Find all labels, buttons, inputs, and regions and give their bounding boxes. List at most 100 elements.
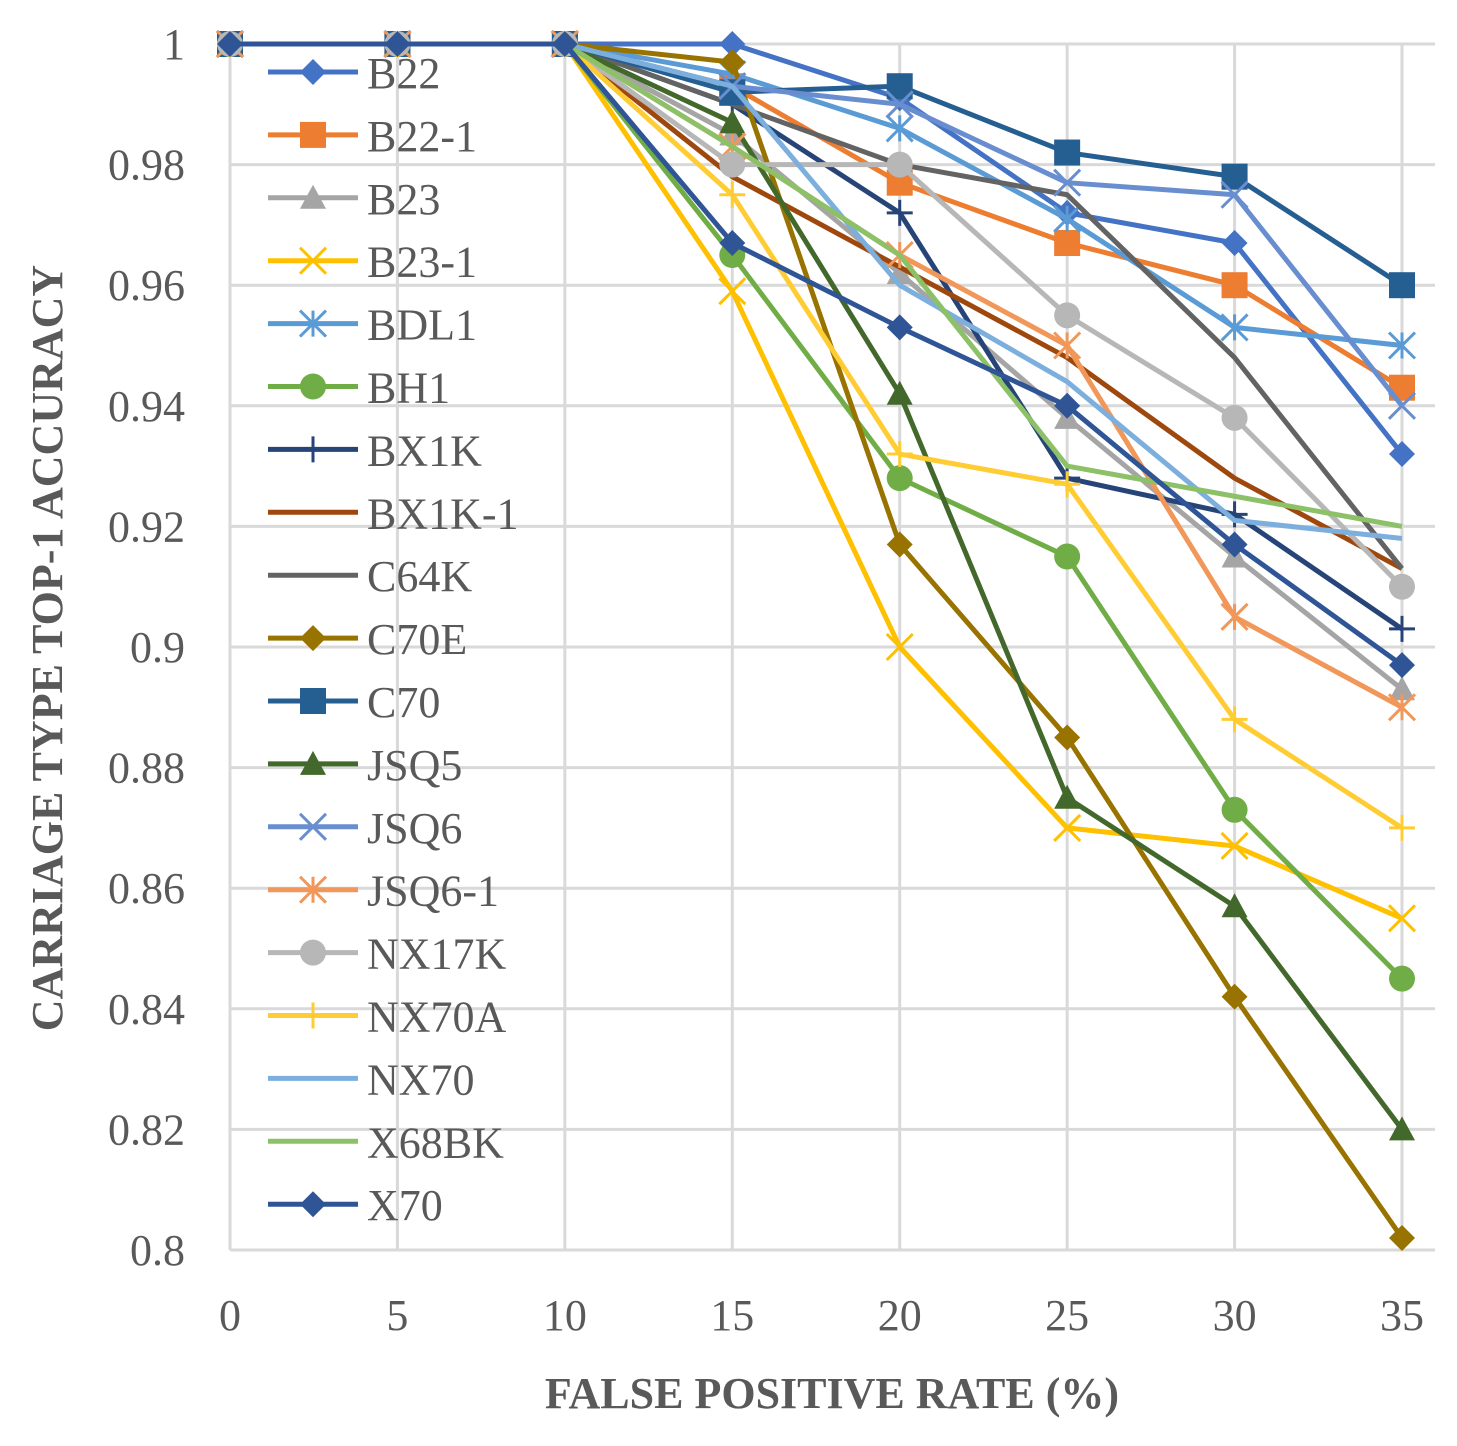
legend-marker xyxy=(300,373,326,400)
data-point xyxy=(885,114,914,143)
data-point xyxy=(1220,602,1249,631)
data-point xyxy=(1389,1224,1415,1251)
data-point xyxy=(1221,404,1248,431)
x-axis-ticks: 0 5 10 15 20 25 30 35 xyxy=(219,1291,1424,1340)
data-point xyxy=(719,151,746,178)
data-point xyxy=(1053,168,1082,197)
data-point xyxy=(1221,983,1248,1010)
x-tick-label: 20 xyxy=(878,1291,922,1340)
data-point xyxy=(1387,331,1417,360)
y-axis-title: CARRIAGE TYPE TOP-1 ACCURACY xyxy=(23,265,72,1031)
legend-item-x70: X70 xyxy=(268,1181,443,1230)
y-tick-label: 0.88 xyxy=(108,744,185,793)
y-axis-ticks: 0.8 0.82 0.84 0.86 0.88 0.9 0.92 0.94 0.96 0.98 1 xyxy=(108,20,185,1275)
legend-marker xyxy=(298,875,328,904)
y-tick-label: 0.96 xyxy=(108,261,185,310)
legend-label: JSQ6-1 xyxy=(367,867,499,916)
x-tick-label: 15 xyxy=(710,1291,754,1340)
legend-marker xyxy=(300,1002,326,1029)
legend-label: B22-1 xyxy=(367,112,477,161)
x-axis-title: FALSE POSITIVE RATE (%) xyxy=(545,1369,1119,1418)
legend-marker xyxy=(300,121,326,148)
data-point xyxy=(1054,543,1081,570)
data-point xyxy=(719,229,746,256)
x-tick-label: 30 xyxy=(1213,1291,1257,1340)
legend-item-b22-1: B22-1 xyxy=(268,112,477,161)
legend-label: X68BK xyxy=(367,1118,504,1167)
legend-label: BX1K-1 xyxy=(367,489,519,538)
data-point xyxy=(1389,965,1415,992)
data-point xyxy=(1220,313,1249,342)
legend-label: NX17K xyxy=(367,930,507,979)
data-point xyxy=(1389,615,1415,642)
data-point xyxy=(1389,1116,1415,1141)
legend-item-b23: B23 xyxy=(268,175,440,224)
legend-item-nx17k: NX17K xyxy=(268,930,507,979)
legend-item-c64k: C64K xyxy=(268,552,472,601)
legend-label: NX70 xyxy=(367,1055,475,1104)
data-point xyxy=(1221,893,1248,918)
data-point xyxy=(1221,229,1248,256)
legend-marker xyxy=(300,939,326,966)
y-tick-label: 0.86 xyxy=(108,864,185,913)
legend-marker xyxy=(300,750,326,775)
data-point xyxy=(1220,180,1249,209)
data-point xyxy=(1053,204,1082,233)
legend-marker xyxy=(300,1191,326,1218)
data-point xyxy=(1221,796,1248,823)
data-point xyxy=(886,380,913,405)
data-point xyxy=(1221,272,1248,299)
data-point xyxy=(1220,831,1249,861)
series-line xyxy=(230,41,1404,668)
data-point xyxy=(719,181,746,208)
legend-item-c70: C70 xyxy=(268,678,440,727)
legend-label: X70 xyxy=(367,1181,443,1230)
data-point xyxy=(1221,706,1248,733)
legend-label: BDL1 xyxy=(367,301,477,350)
x-tick-label: 25 xyxy=(1045,1291,1089,1340)
data-point xyxy=(1053,331,1082,360)
legend-marker xyxy=(300,184,326,209)
legend-item-b22: B22 xyxy=(268,49,440,98)
y-tick-label: 0.98 xyxy=(108,141,185,190)
legend-marker xyxy=(298,309,328,338)
legend-item-jsq5: JSQ5 xyxy=(268,741,462,790)
legend-item-c70e: C70E xyxy=(268,615,467,664)
data-point xyxy=(719,49,746,76)
data-point xyxy=(719,109,746,134)
legend-marker xyxy=(300,688,326,714)
data-point xyxy=(1389,272,1415,299)
data-point xyxy=(1053,813,1082,842)
data-point xyxy=(886,314,913,341)
legend-item-bx1k: BX1K xyxy=(268,426,482,475)
data-point xyxy=(1054,471,1081,498)
y-tick-label: 0.8 xyxy=(130,1226,185,1275)
x-tick-label: 0 xyxy=(219,1291,241,1340)
y-tick-label: 0.82 xyxy=(108,1105,185,1154)
y-tick-label: 1 xyxy=(163,20,185,69)
legend-item-bh1: BH1 xyxy=(268,364,450,413)
data-point xyxy=(1054,392,1081,419)
data-point xyxy=(885,632,914,662)
data-point xyxy=(886,151,913,178)
legend-label: B23 xyxy=(367,175,440,224)
data-point xyxy=(1054,724,1081,751)
x-tick-label: 5 xyxy=(386,1291,408,1340)
data-point xyxy=(1389,441,1415,468)
legend-item-nx70: NX70 xyxy=(268,1055,475,1104)
legend-item-b23-1: B23-1 xyxy=(268,238,477,287)
y-tick-label: 0.94 xyxy=(108,382,185,431)
legend: B22 B22-1 B23 B23-1 BDL1 BH1 BX1K BX1K-1 C64K C70… xyxy=(268,49,519,1230)
data-point xyxy=(551,31,578,57)
legend-marker xyxy=(300,625,326,652)
y-tick-label: 0.92 xyxy=(108,502,185,551)
data-point xyxy=(885,90,914,119)
data-point xyxy=(1387,904,1417,933)
legend-label: C70 xyxy=(367,678,440,727)
data-point xyxy=(384,31,411,57)
data-point xyxy=(1054,784,1081,809)
data-point xyxy=(1389,573,1415,600)
legend-marker xyxy=(298,812,328,841)
legend-label: JSQ6 xyxy=(367,804,462,853)
